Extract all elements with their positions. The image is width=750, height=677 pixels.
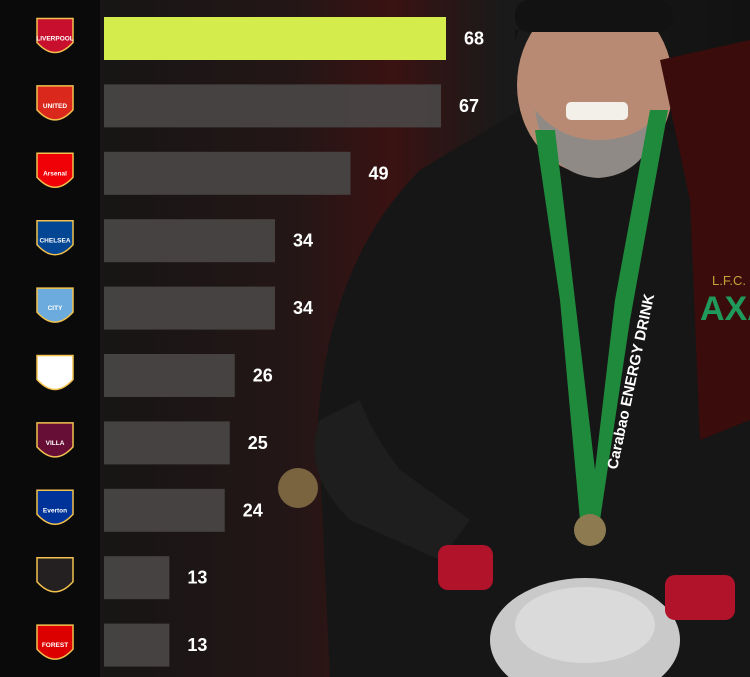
club-logo-text: LIVERPOOL <box>36 36 74 43</box>
bronze-medal-shape <box>278 468 318 508</box>
bar-manchester-united <box>104 84 441 128</box>
value-label: 26 <box>253 366 273 386</box>
value-label: 24 <box>243 500 263 520</box>
club-logo-5: CITY <box>36 287 74 323</box>
bar-liverpool <box>104 17 446 60</box>
castle-crest-icon <box>36 556 74 593</box>
club-logo-text: VILLA <box>46 440 65 447</box>
club-logo-text: CITY <box>48 305 63 312</box>
bar-everton <box>104 488 225 532</box>
value-label: 34 <box>293 231 313 251</box>
bar-manchester-city <box>104 286 275 330</box>
liverbird-crest-icon <box>36 17 74 54</box>
club-logo-text: FOREST <box>42 642 68 649</box>
bar-nottingham-forest <box>104 623 170 667</box>
beard-shape <box>535 110 662 178</box>
cockerel-crest-icon <box>36 354 74 391</box>
club-logo-text: Arsenal <box>43 170 67 177</box>
shirt-sponsor-text: AXA <box>700 290 750 328</box>
club-logo-text: Everton <box>43 507 67 514</box>
lion-crest-icon <box>36 422 74 458</box>
bar-arsenal <box>104 151 351 195</box>
club-logo-text: CHELSEA <box>39 238 70 245</box>
value-label: 25 <box>248 433 268 453</box>
cannon-crest-icon <box>36 152 74 189</box>
club-logo-3: Arsenal <box>36 152 74 189</box>
club-logo-10: FOREST <box>36 624 74 660</box>
medal-ribbon-shape <box>535 110 668 520</box>
devil-crest-icon <box>36 85 74 121</box>
right-glove-shape <box>665 575 735 620</box>
club-logo-6 <box>36 354 74 391</box>
club-logo-8: Everton <box>36 489 74 526</box>
club-logo-4: CHELSEA <box>36 219 74 256</box>
club-logo-2: UNITED <box>36 85 74 121</box>
cap-brim-shape <box>515 0 673 32</box>
value-label: 68 <box>464 29 484 49</box>
club-logo-text: UNITED <box>43 103 68 110</box>
club-initials-text: L.F.C. <box>712 273 746 288</box>
bar-chelsea <box>104 219 275 263</box>
tower-crest-icon <box>36 489 74 526</box>
value-label: 67 <box>459 96 479 116</box>
club-logo-7: VILLA <box>36 422 74 458</box>
value-label: 13 <box>187 568 207 588</box>
left-glove-shape <box>438 545 493 590</box>
jacket-sleeve-shape <box>314 400 470 560</box>
club-logo-9 <box>36 556 74 593</box>
bar-newcastle-united <box>104 556 170 600</box>
club-logo-1: LIVERPOOL <box>36 17 74 54</box>
ship-crest-icon <box>36 287 74 323</box>
teeth-shape <box>566 102 628 120</box>
value-label: 34 <box>293 298 313 318</box>
value-label: 49 <box>368 163 388 183</box>
bar-tottenham-hotspur <box>104 354 235 397</box>
value-label: 13 <box>187 635 207 655</box>
medal-shape <box>574 514 606 546</box>
lion-crest-icon <box>36 219 74 256</box>
red-shirt-shape <box>660 40 750 440</box>
bar-aston-villa <box>104 421 230 465</box>
tree-crest-icon <box>36 624 74 660</box>
